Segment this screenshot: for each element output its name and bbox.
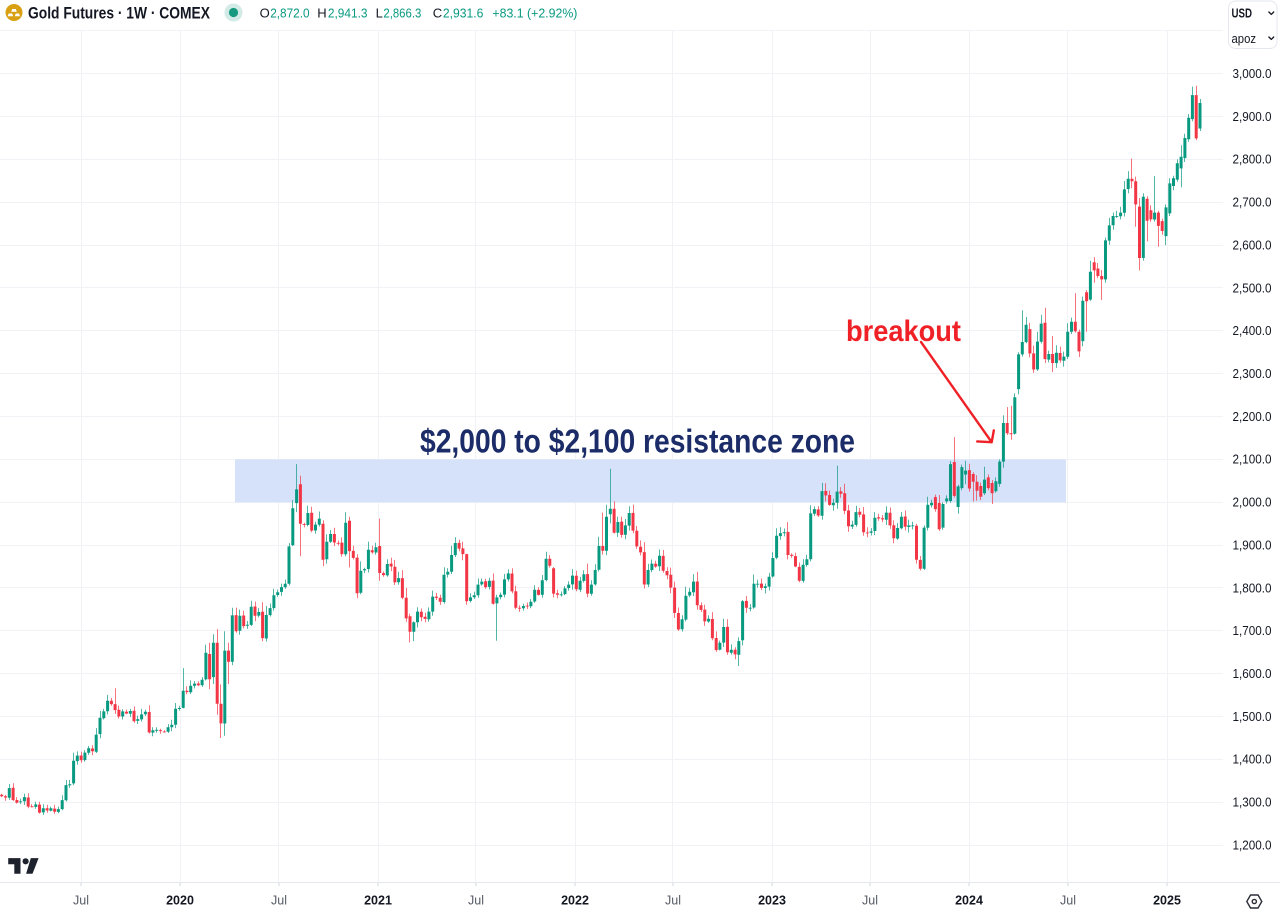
svg-text:2,000.0: 2,000.0 (1233, 496, 1272, 510)
svg-text:2,900.0: 2,900.0 (1233, 110, 1272, 124)
svg-text:1,300.0: 1,300.0 (1233, 796, 1272, 810)
svg-text:1,600.0: 1,600.0 (1233, 667, 1272, 681)
svg-text:1,800.0: 1,800.0 (1233, 581, 1272, 595)
svg-text:2,872.0: 2,872.0 (270, 6, 309, 21)
svg-text:Jul: Jul (862, 894, 878, 908)
svg-text:C: C (433, 6, 442, 21)
svg-text:2025: 2025 (1153, 894, 1181, 908)
svg-text:2,400.0: 2,400.0 (1233, 324, 1272, 338)
svg-text:2020: 2020 (166, 894, 194, 908)
svg-text:breakout: breakout (846, 315, 961, 348)
svg-text:USD: USD (1232, 7, 1253, 21)
svg-text:Jul: Jul (271, 894, 287, 908)
svg-text:apoz: apoz (1232, 32, 1257, 46)
svg-text:2024: 2024 (955, 894, 983, 908)
svg-text:Gold Futures · 1W · COMEX: Gold Futures · 1W · COMEX (28, 3, 211, 22)
svg-text:H: H (317, 6, 326, 21)
svg-text:1,200.0: 1,200.0 (1233, 838, 1272, 852)
svg-text:2,600.0: 2,600.0 (1233, 238, 1272, 252)
svg-text:1,500.0: 1,500.0 (1233, 710, 1272, 724)
svg-text:2023: 2023 (758, 894, 786, 908)
svg-text:1,700.0: 1,700.0 (1233, 624, 1272, 638)
svg-text:2,800.0: 2,800.0 (1233, 153, 1272, 167)
svg-text:Jul: Jul (468, 894, 484, 908)
svg-text:2,300.0: 2,300.0 (1233, 367, 1272, 381)
svg-text:O: O (260, 6, 270, 21)
svg-text:+83.1 (+2.92%): +83.1 (+2.92%) (492, 6, 577, 21)
svg-text:2022: 2022 (561, 894, 589, 908)
svg-text:2,700.0: 2,700.0 (1233, 196, 1272, 210)
svg-text:1,400.0: 1,400.0 (1233, 753, 1272, 767)
svg-text:2,931.6: 2,931.6 (443, 6, 484, 21)
svg-text:2,200.0: 2,200.0 (1233, 410, 1272, 424)
svg-text:L: L (376, 6, 383, 21)
svg-text:3,000.0: 3,000.0 (1233, 67, 1272, 81)
svg-text:Jul: Jul (1060, 894, 1076, 908)
svg-text:1,900.0: 1,900.0 (1233, 538, 1272, 552)
svg-text:2,866.3: 2,866.3 (383, 6, 421, 21)
svg-text:2,100.0: 2,100.0 (1233, 453, 1272, 467)
svg-text:$2,000 to $2,100 resistance zo: $2,000 to $2,100 resistance zone (420, 423, 855, 460)
svg-text:Jul: Jul (73, 894, 89, 908)
svg-text:2021: 2021 (364, 894, 392, 908)
svg-text:2,941.3: 2,941.3 (328, 6, 368, 21)
svg-text:Jul: Jul (665, 894, 681, 908)
svg-text:2,500.0: 2,500.0 (1233, 281, 1272, 295)
